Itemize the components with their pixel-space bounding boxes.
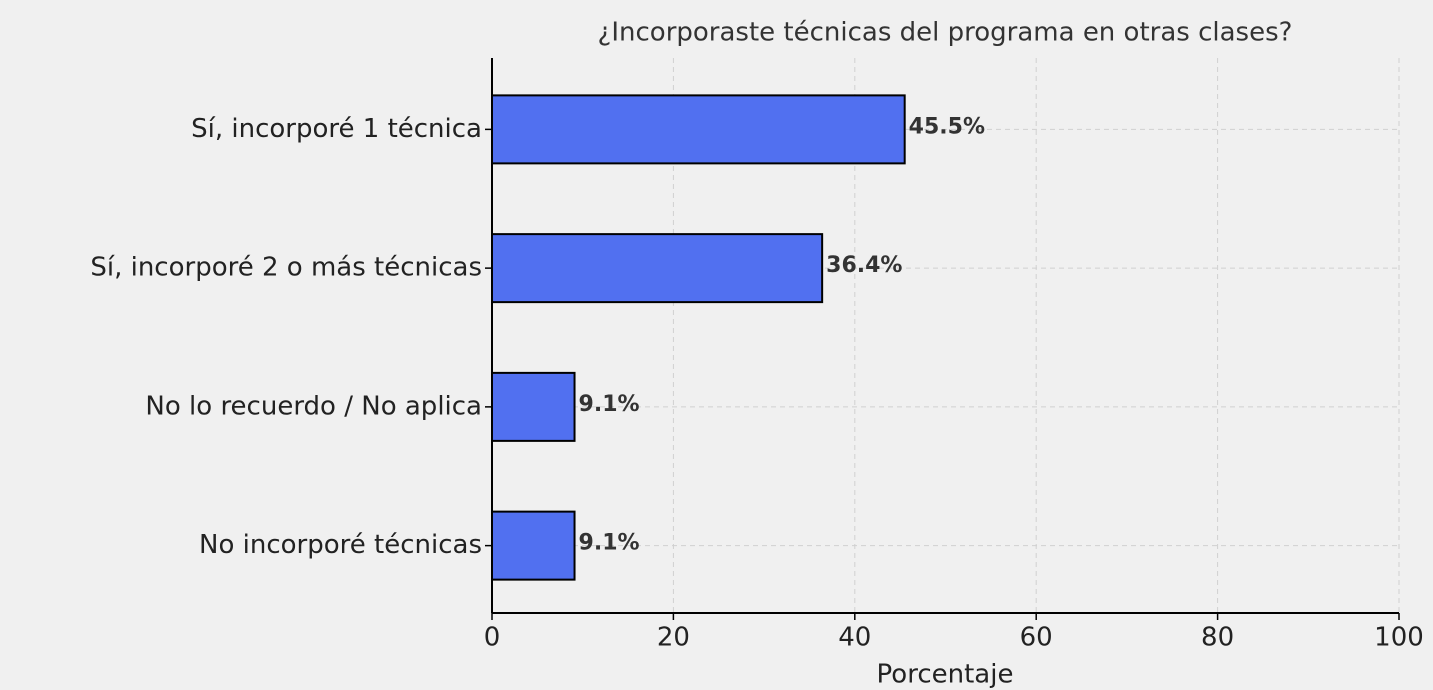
- x-tick-label: 100: [1374, 623, 1424, 653]
- y-tick-label: No incorporé técnicas: [199, 530, 482, 560]
- data-label: 9.1%: [579, 392, 640, 417]
- data-label: 9.1%: [579, 531, 640, 556]
- x-axis-label: Porcentaje: [877, 660, 1014, 690]
- x-tick-label: 60: [1020, 623, 1053, 653]
- bar: [491, 94, 906, 165]
- data-label: 45.5%: [909, 114, 985, 139]
- x-tick-label: 0: [484, 623, 501, 653]
- x-tick-label: 40: [838, 623, 871, 653]
- x-tick-label: 80: [1201, 623, 1234, 653]
- y-tick-label: No lo recuerdo / No aplica: [145, 391, 482, 421]
- bar: [491, 233, 824, 304]
- bar: [491, 371, 576, 442]
- chart-title: ¿Incorporaste técnicas del programa en o…: [598, 18, 1293, 48]
- y-tick-label: Sí, incorporé 2 o más técnicas: [90, 253, 482, 283]
- bar: [491, 510, 576, 581]
- data-label: 36.4%: [826, 253, 902, 278]
- x-tick-label: 20: [657, 623, 690, 653]
- y-tick-label: Sí, incorporé 1 técnica: [191, 114, 482, 144]
